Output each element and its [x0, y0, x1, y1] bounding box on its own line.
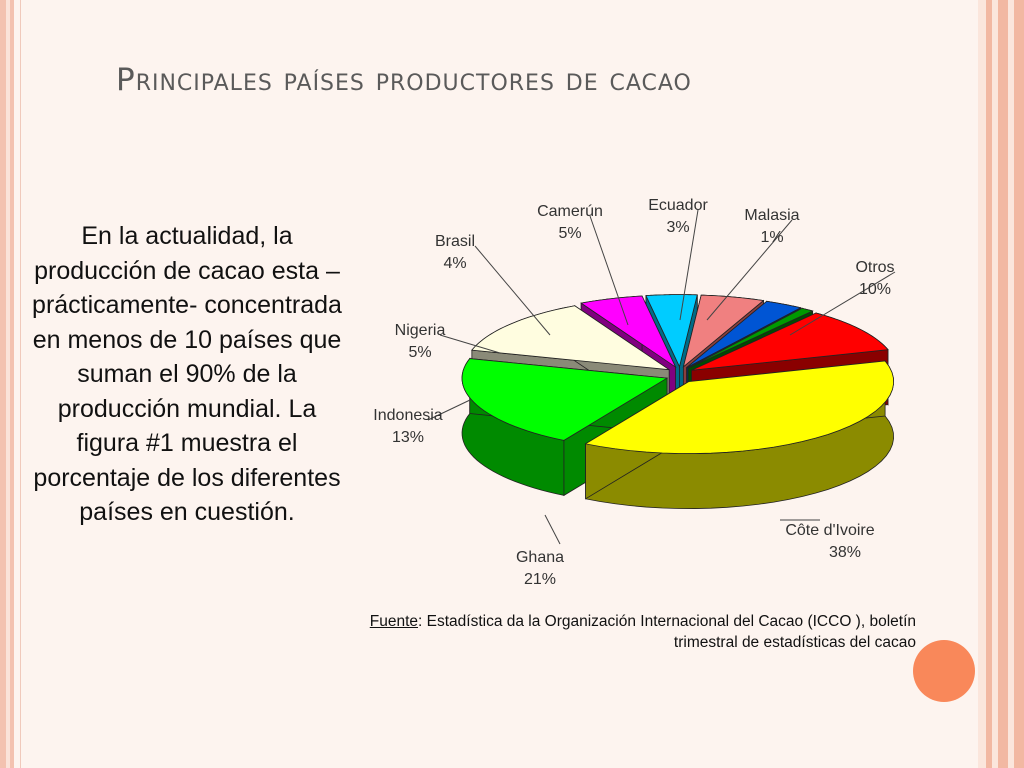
leader-line [679, 209, 699, 321]
slice-value-label: 5% [558, 225, 581, 242]
slice-name-label: Camerún [537, 203, 603, 220]
slice-name-label: Brasil [435, 233, 475, 250]
slice-value-label: 4% [443, 255, 466, 272]
slice-value-label: 38% [829, 544, 861, 561]
source-text: : Estadística da la Organización Interna… [418, 613, 916, 651]
slice-name-label: Nigeria [395, 322, 446, 339]
pie-chart: Côte d'Ivoire 38% Ghana 21% Indonesia 13% Nige… [373, 197, 896, 588]
slice-name-label: Ecuador [648, 197, 708, 214]
slice-name-label: Indonesia [373, 407, 442, 424]
source-citation: Fuente: Estadística da la Organización I… [360, 611, 916, 653]
slice-name-label: Malasia [744, 207, 799, 224]
slice-value-label: 5% [408, 344, 431, 361]
slice-name-label: Ghana [516, 549, 564, 566]
right-border-decoration [978, 0, 1024, 768]
left-border-line [20, 0, 21, 768]
orange-circle-decoration [913, 640, 975, 702]
leader-line [544, 514, 561, 545]
pie-slice-c-te-d-ivoire [584, 359, 894, 509]
slice-value-label: 1% [760, 229, 783, 246]
slice-value-label: 3% [666, 219, 689, 236]
leader-line [474, 245, 551, 336]
slice-value-label: 13% [392, 429, 424, 446]
slice-value-label: 21% [524, 571, 556, 588]
slice-name-label: Otros [855, 259, 894, 276]
slice-value-label: 10% [859, 281, 891, 298]
leader-line [706, 219, 793, 321]
leader-line [789, 271, 896, 336]
left-border-decoration [0, 0, 14, 768]
source-label: Fuente [369, 613, 419, 630]
slice-name-label: Côte d'Ivoire [785, 522, 874, 539]
slide-title: Principales países productores de cacao [116, 62, 692, 98]
slide-body-text: En la actualidad, la producción de cacao… [32, 222, 342, 526]
leader-line [589, 215, 629, 326]
leader-line [427, 399, 471, 421]
leader-line [439, 334, 501, 354]
